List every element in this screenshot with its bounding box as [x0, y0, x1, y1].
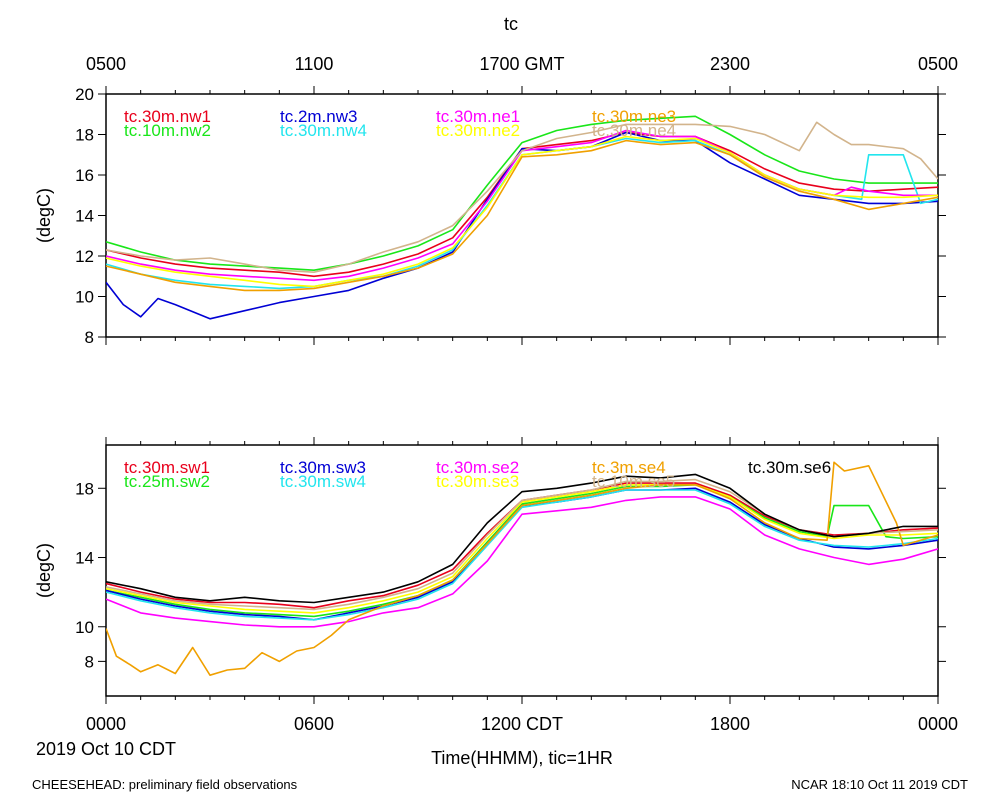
- bottom-axis-tick-label-5: 0000: [918, 714, 958, 734]
- series-line-tc-30m-se3: [106, 483, 938, 614]
- legend-entry-tc-3m-se4: tc.3m.se4: [592, 458, 666, 477]
- x-axis-label: Time(HHMM), tic=1HR: [431, 748, 613, 768]
- y-tick-label: 16: [75, 166, 94, 185]
- series-line-tc-30m-ne1: [106, 129, 938, 282]
- y-tick-label: 8: [85, 652, 94, 671]
- legend-entry-tc-30m-ne2: tc.30m.ne2: [436, 121, 520, 140]
- y-tick-label: 18: [75, 126, 94, 145]
- top-axis-tick-label-4: 2300: [710, 54, 750, 74]
- bottom-axis-tick-label-2: 0600: [294, 714, 334, 734]
- bottom-axis-tick-label-4: 1800: [710, 714, 750, 734]
- legend-entry-tc-30m-se6: tc.30m.se6: [748, 458, 831, 477]
- y-tick-label: 12: [75, 247, 94, 266]
- top-axis-tick-label-5: 0500: [918, 54, 958, 74]
- top-axis-tick-label-2: 1100: [295, 54, 334, 74]
- legend-entry-tc-30m-sw3: tc.30m.sw3: [280, 458, 366, 477]
- legend-entry-tc-2m-nw3: tc.2m.nw3: [280, 107, 357, 126]
- top-axis-tick-label-1: 0500: [86, 54, 126, 74]
- series-line-tc-3m-se4: [106, 461, 938, 677]
- top-axis-tick-label-3: 1700 GMT: [479, 54, 564, 74]
- legend-entry-tc-10m-se5: tc.10m.se5: [592, 472, 675, 491]
- legend-entry-tc-30m-nw1: tc.30m.nw1: [124, 107, 211, 126]
- series-group: [106, 461, 938, 677]
- legend-entry-tc-25m-sw2: tc.25m.sw2: [124, 472, 210, 491]
- legend-entry-tc-30m-sw1: tc.30m.sw1: [124, 458, 210, 477]
- series-line-tc-10m-nw2: [106, 115, 938, 272]
- plot-frame: [105, 444, 939, 697]
- y-tick-label: 14: [75, 207, 94, 226]
- legend-entry-tc-30m-se2: tc.30m.se2: [436, 458, 519, 477]
- y-tick-label: 10: [75, 288, 94, 307]
- footer-right: NCAR 18:10 Oct 11 2019 CDT: [791, 777, 968, 792]
- y-tick-label: 18: [75, 479, 94, 498]
- y-tick-label: 8: [85, 328, 94, 347]
- y-tick-label: 10: [75, 618, 94, 637]
- series-line-tc-25m-sw2: [106, 483, 938, 618]
- series-line-tc-30m-ne2: [106, 135, 938, 288]
- legend-entry-tc-30m-se3: tc.30m.se3: [436, 472, 519, 491]
- y-axis-label: (degC): [34, 188, 54, 243]
- legend-entry-tc-10m-nw2: tc.10m.nw2: [124, 121, 211, 140]
- bottom-axis-tick-label-1: 0000: [86, 714, 126, 734]
- date-label: 2019 Oct 10 CDT: [36, 739, 176, 759]
- legend-entry-tc-30m-nw4: tc.30m.nw4: [280, 121, 367, 140]
- legend-entry-tc-30m-sw4: tc.30m.sw4: [280, 472, 366, 491]
- footer-left: CHEESEHEAD: preliminary field observatio…: [32, 777, 298, 792]
- legend-entry-tc-30m-ne1: tc.30m.ne1: [436, 107, 520, 126]
- y-tick-label: 20: [75, 85, 94, 104]
- series-line-tc-30m-sw4: [106, 489, 938, 621]
- series-line-tc-2m-nw3: [106, 131, 938, 320]
- y-axis-label: (degC): [34, 543, 54, 598]
- series-line-tc-10m-se5: [106, 478, 938, 611]
- series-line-tc-30m-se2: [106, 496, 938, 628]
- y-tick-label: 14: [75, 549, 94, 568]
- bottom-axis-tick-label-3: 1200 CDT: [481, 714, 563, 734]
- plot-frame: [105, 93, 939, 338]
- legend-entry-tc-30m-ne3: tc.30m.ne3: [592, 107, 676, 126]
- series-line-tc-30m-se6: [106, 473, 938, 604]
- series-line-tc-30m-ne4: [106, 121, 938, 274]
- chart-title: tc: [504, 14, 518, 34]
- series-line-tc-30m-ne3: [106, 139, 938, 292]
- series-group: [106, 115, 938, 320]
- legend-entry-tc-30m-ne4: tc.30m.ne4: [592, 121, 676, 140]
